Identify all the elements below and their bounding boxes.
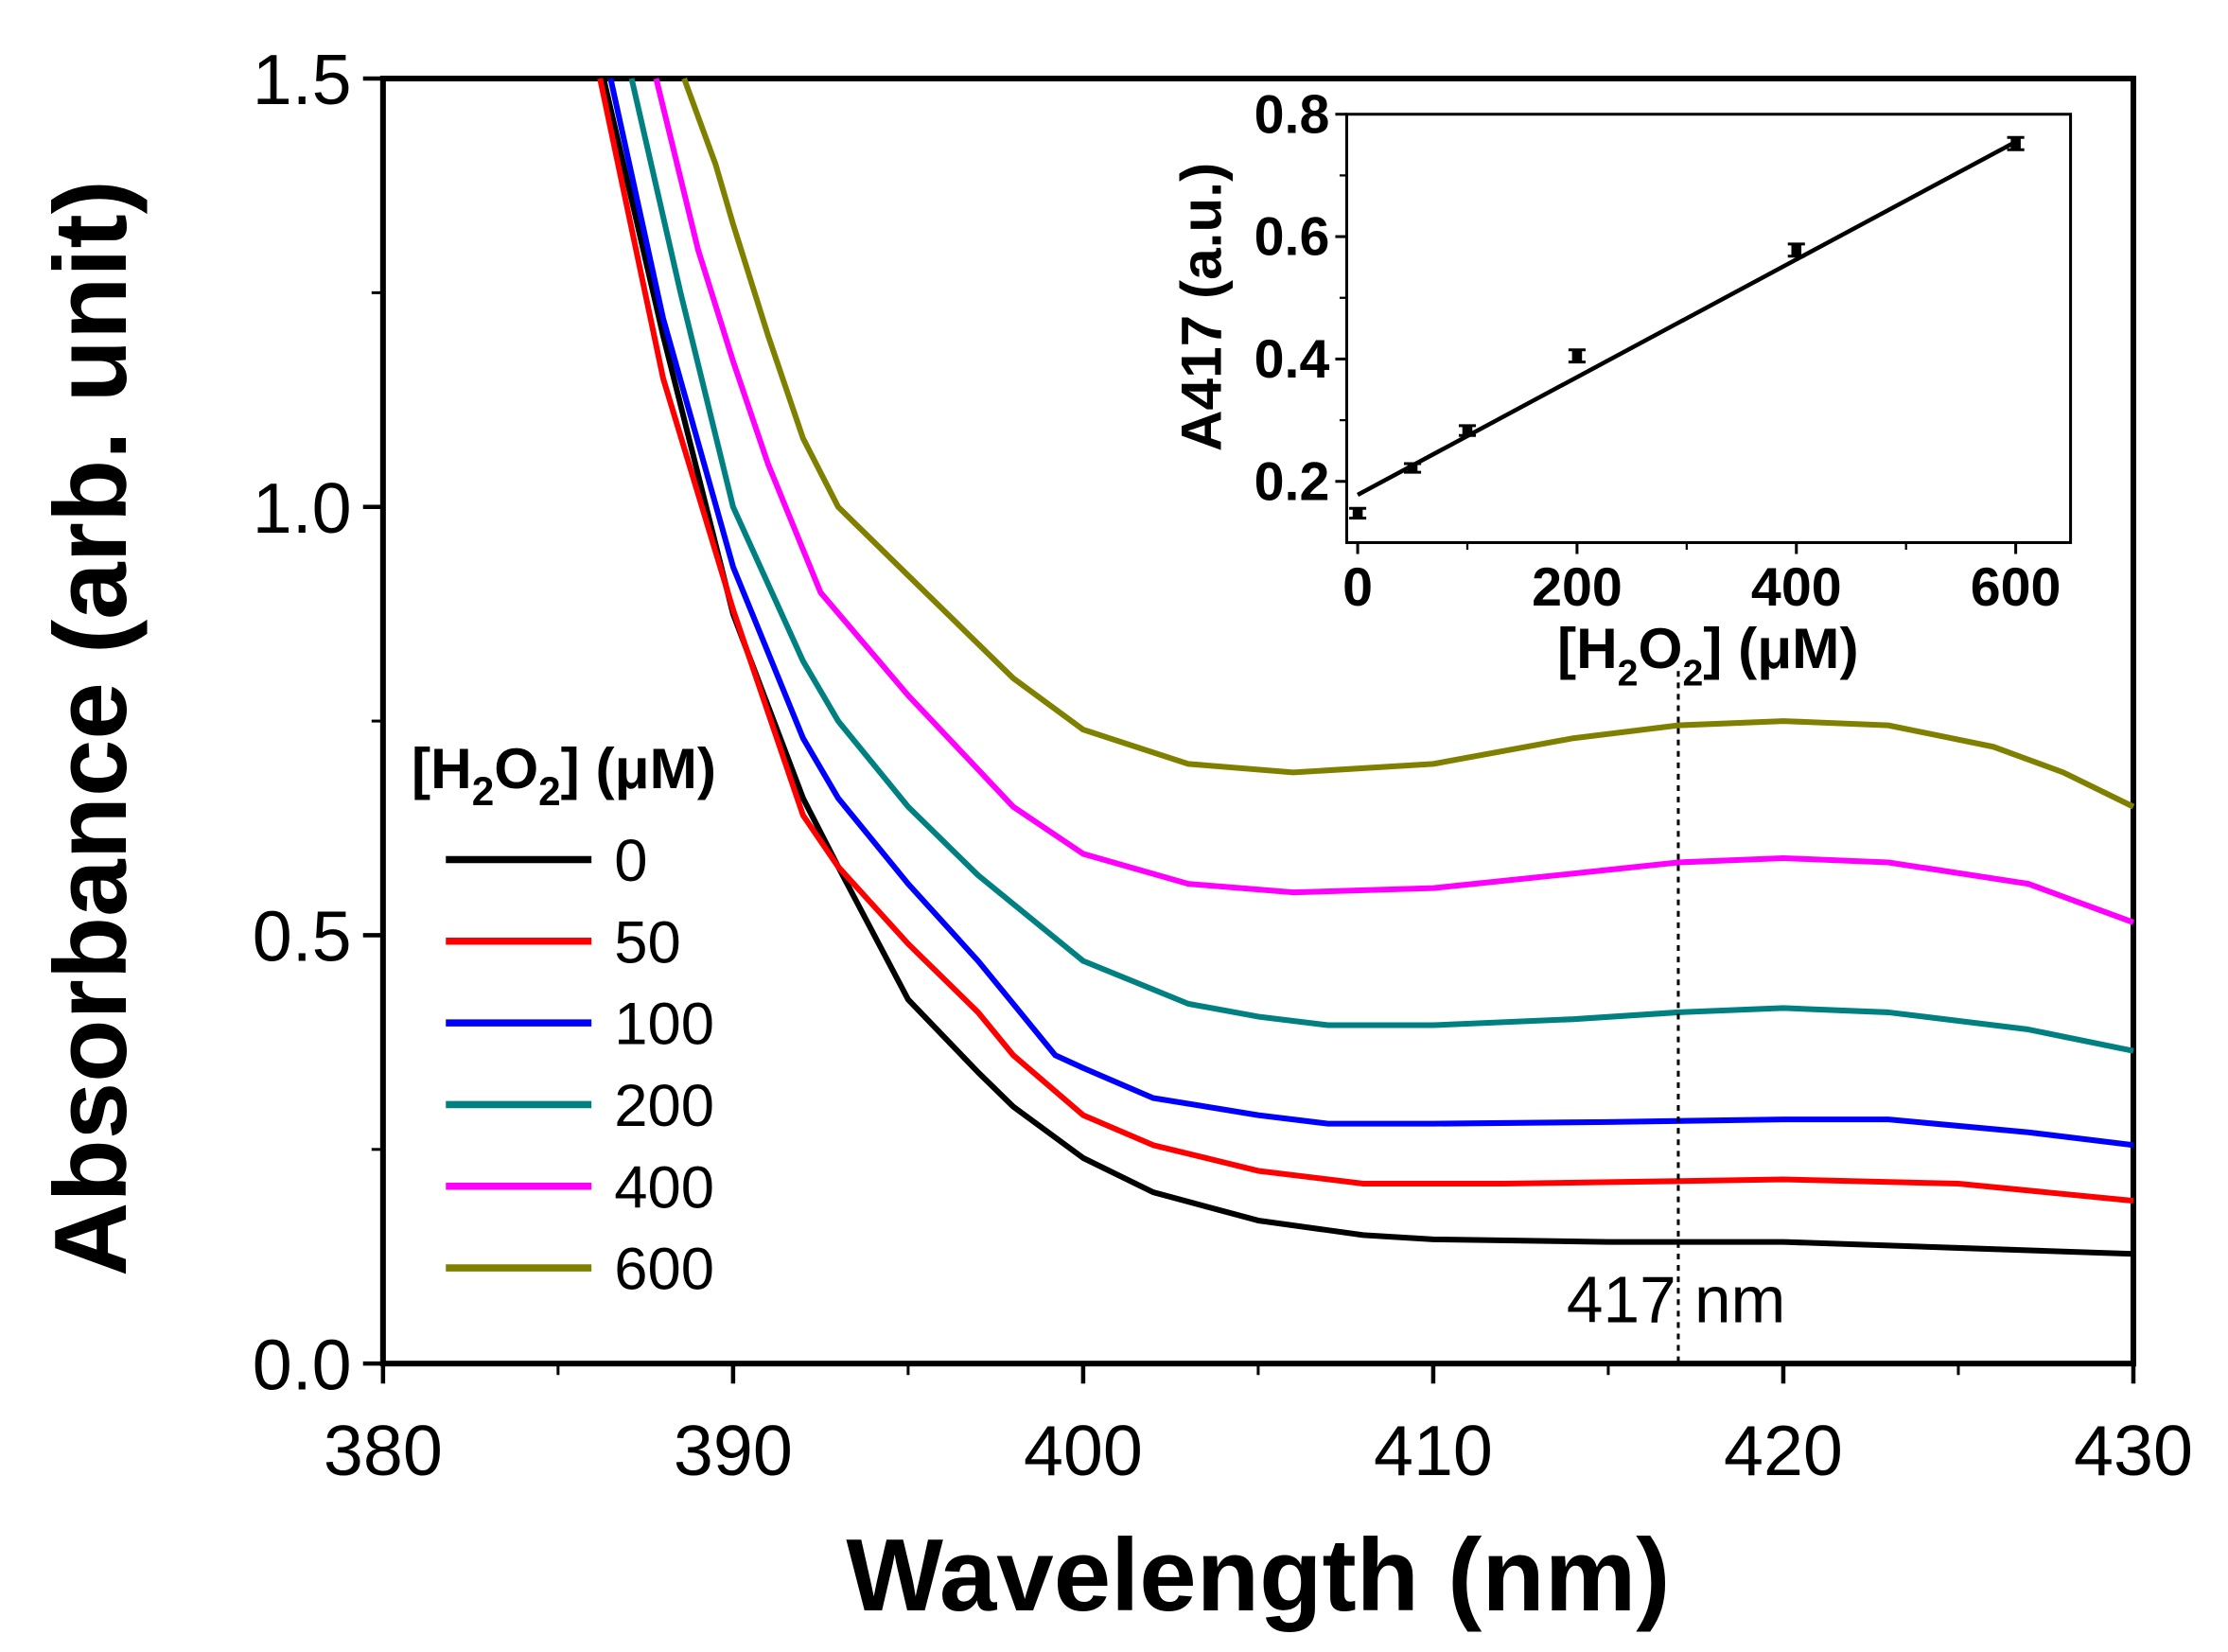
inset-y-tick-label: 0.6 xyxy=(1254,207,1330,268)
legend-label-200: 200 xyxy=(614,1073,714,1139)
series-line-400 xyxy=(653,78,2135,925)
y-tick-label: 0.0 xyxy=(253,1325,352,1404)
x-tick-label: 390 xyxy=(674,1411,793,1490)
x-tick-label: 380 xyxy=(324,1411,443,1490)
inset-x-axis-label: [H2O2] (μM) xyxy=(1557,616,1859,694)
inset-data-point xyxy=(1462,425,1473,436)
x-tick-label: 430 xyxy=(2074,1411,2193,1490)
inset-x-tick-label: 200 xyxy=(1532,557,1623,618)
main-plot: 380 390 400 410 420 430 0.0 0.5 1.0 1.5 417 nm Wa… xyxy=(34,40,2193,1633)
inset-plot: 0 200 400 600 0.2 0.4 0.6 0.8 [H2O2] (μM) A417 … xyxy=(1169,84,2073,694)
inset-x-tick-label: 0 xyxy=(1342,557,1373,618)
legend-label-600: 600 xyxy=(614,1237,714,1303)
legend-label-100: 100 xyxy=(614,992,714,1058)
inset-data-point xyxy=(1571,350,1583,361)
y-tick-label: 1.5 xyxy=(253,40,352,119)
y-tick-label: 1.0 xyxy=(253,468,352,548)
inset-y-tick-label: 0.8 xyxy=(1254,84,1330,145)
inset-y-axis-label: A417 (a.u.) xyxy=(1169,163,1234,451)
inset-data-point xyxy=(2010,138,2021,149)
series-line-0 xyxy=(601,78,2134,1257)
main-y-axis-label: Absorbance (arb. unit) xyxy=(34,180,149,1276)
annotation-417-label: 417 nm xyxy=(1567,1262,1786,1336)
series-line-200 xyxy=(628,78,2134,1054)
inset-data-point xyxy=(1791,245,1802,255)
inset-data-point xyxy=(1407,463,1418,473)
inset-y-tick-label: 0.2 xyxy=(1254,451,1330,512)
series-line-100 xyxy=(607,78,2134,1149)
inset-data-point xyxy=(1352,508,1363,518)
inset-x-tick-label: 400 xyxy=(1751,557,1842,618)
x-tick-label: 420 xyxy=(1724,1411,1843,1490)
legend-label-50: 50 xyxy=(614,909,681,975)
legend-label-400: 400 xyxy=(614,1154,714,1221)
series-line-50 xyxy=(597,78,2134,1204)
y-tick-label: 0.5 xyxy=(253,897,352,976)
legend: [H2O2] (μM) 0 50 100 200 400 600 xyxy=(412,736,716,1303)
legend-label-0: 0 xyxy=(614,828,647,894)
x-tick-label: 400 xyxy=(1024,1411,1143,1490)
main-x-axis-label: Wavelength (nm) xyxy=(846,1519,1670,1633)
x-tick-label: 410 xyxy=(1374,1411,1493,1490)
series-line-600 xyxy=(681,77,2135,810)
legend-title: [H2O2] (μM) xyxy=(412,736,716,814)
inset-y-tick-label: 0.4 xyxy=(1254,329,1330,390)
inset-plot-frame xyxy=(1344,113,2073,544)
inset-x-tick-label: 600 xyxy=(1971,557,2061,618)
